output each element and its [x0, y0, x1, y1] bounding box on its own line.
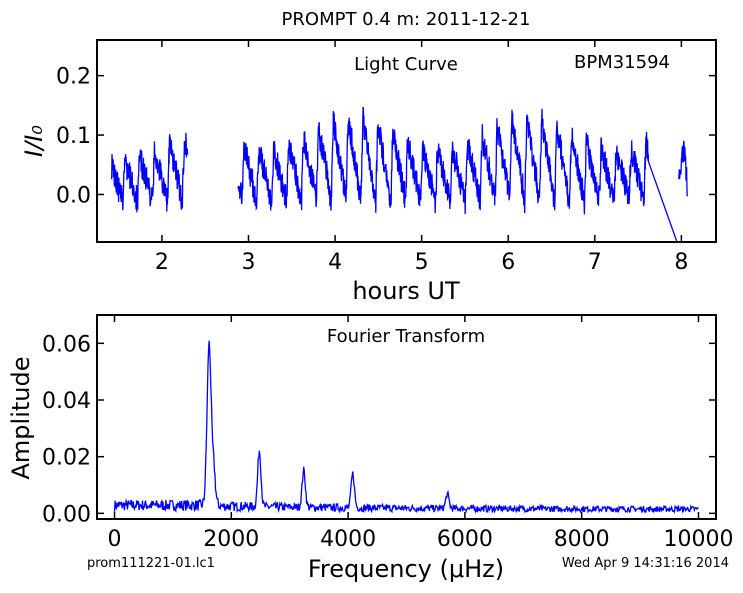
footer-filename: prom111221-01.lc1	[87, 556, 215, 571]
light-curve-title: Light Curve	[354, 54, 458, 75]
light-curve-x-label: hours UT	[352, 277, 460, 305]
light-curve-panel: Light Curve BPM31594 2 3 4 5 6 7 8 0.0 0.1 0.2 h…	[20, 39, 717, 305]
fourier-xtick-label: 10000	[663, 527, 733, 552]
fourier-ytick-label: 0.02	[42, 446, 91, 471]
light-curve-xtick-label: 7	[588, 250, 602, 275]
light-curve-y-label: I/I₀	[20, 125, 48, 157]
fourier-title: Fourier Transform	[327, 326, 485, 347]
light-curve-xtick-label: 4	[328, 250, 342, 275]
light-curve-xtick-label: 2	[155, 250, 169, 275]
footer-timestamp: Wed Apr 9 14:31:16 2014	[562, 556, 729, 571]
light-curve-star-label: BPM31594	[574, 52, 670, 73]
fourier-xtick-label: 8000	[554, 527, 610, 552]
fourier-y-ticks: 0.00 0.02 0.04 0.06	[42, 332, 716, 527]
fourier-x-ticks: 0 2000 4000 6000 8000 10000	[108, 315, 733, 552]
light-curve-ytick-label: 0.1	[56, 124, 91, 149]
fourier-ytick-label: 0.06	[42, 332, 91, 357]
fourier-panel: Fourier Transform 0 2000 4000 6000 8000 10000…	[7, 314, 733, 583]
light-curve-series	[111, 106, 689, 243]
figure-title: PROMPT 0.4 m: 2011-12-21	[282, 9, 531, 30]
fourier-frame	[96, 314, 717, 520]
light-curve-y-ticks: 0.0 0.1 0.2	[56, 65, 716, 208]
fourier-x-label: Frequency (μHz)	[308, 555, 504, 583]
light-curve-xtick-label: 5	[415, 250, 429, 275]
light-curve-x-ticks: 2 3 4 5 6 7 8	[155, 40, 688, 275]
fourier-xtick-label: 6000	[437, 527, 493, 552]
light-curve-xtick-label: 8	[674, 250, 688, 275]
fourier-xtick-label: 0	[108, 527, 122, 552]
fourier-xtick-label: 2000	[203, 527, 259, 552]
fourier-ytick-label: 0.00	[42, 502, 91, 527]
fourier-xtick-label: 4000	[320, 527, 376, 552]
light-curve-ytick-label: 0.2	[56, 65, 91, 90]
light-curve-xtick-label: 3	[242, 250, 256, 275]
light-curve-xtick-label: 6	[501, 250, 515, 275]
fourier-y-label: Amplitude	[7, 357, 35, 480]
light-curve-frame	[96, 39, 717, 243]
fourier-ytick-label: 0.04	[42, 389, 91, 414]
fourier-series	[113, 340, 699, 515]
light-curve-ytick-label: 0.0	[56, 183, 91, 208]
